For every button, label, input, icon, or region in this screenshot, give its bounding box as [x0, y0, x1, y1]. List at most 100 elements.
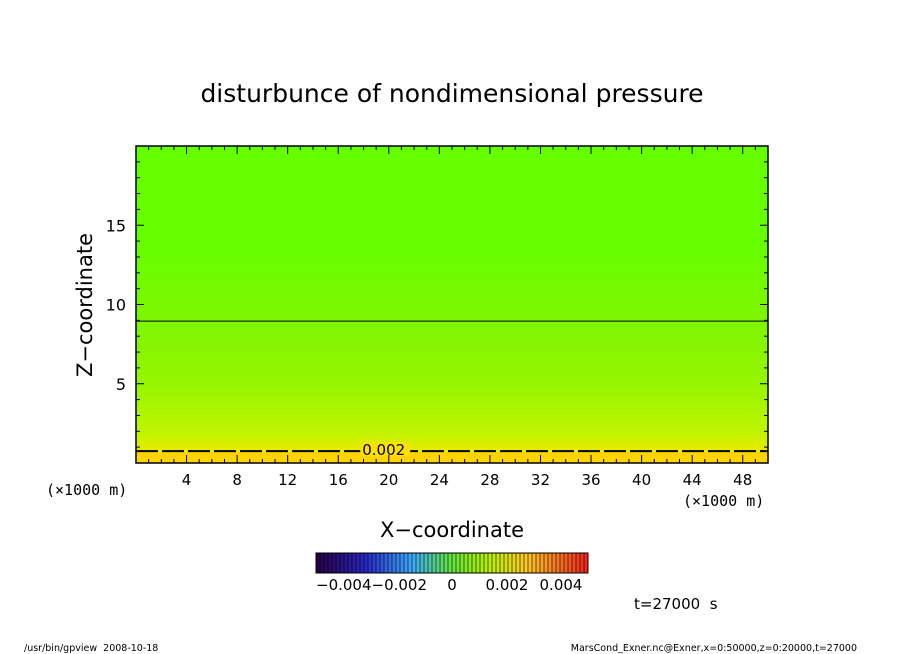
- x-tick-label: 24: [430, 471, 449, 489]
- colorbar-swatch: [584, 553, 589, 573]
- colorbar-swatch: [556, 553, 561, 573]
- colorbar-swatch: [436, 553, 441, 573]
- colorbar-swatch: [496, 553, 501, 573]
- footer-right: MarsCond_Exner.nc@Exner,x=0:50000,z=0:20…: [571, 643, 857, 654]
- chart-title: disturbunce of nondimensional pressure: [200, 79, 703, 108]
- x-tick-label: 8: [232, 471, 242, 489]
- colorbar-swatch: [372, 553, 377, 573]
- colorbar-swatch: [516, 553, 521, 573]
- colorbar-swatch: [484, 553, 489, 573]
- colorbar-label-pos2: 0.004: [540, 576, 583, 594]
- x-tick-label: 40: [632, 471, 651, 489]
- pressure-field: [136, 146, 768, 463]
- time-label: t=27000 s: [634, 595, 718, 613]
- colorbar-swatch: [476, 553, 481, 573]
- colorbar-swatch: [456, 553, 461, 573]
- x-unit-left: (×1000 m): [46, 481, 127, 499]
- colorbar-stripes: [315, 553, 589, 573]
- colorbar-swatch: [344, 553, 349, 573]
- colorbar-swatch: [444, 553, 449, 573]
- colorbar-swatch: [348, 553, 353, 573]
- colorbar-swatch: [580, 553, 585, 573]
- colorbar-swatch: [340, 553, 345, 573]
- colorbar-swatch: [572, 553, 577, 573]
- contour-label-bg: [360, 442, 411, 457]
- colorbar-swatch: [452, 553, 457, 573]
- contour-layer: 0.002: [136, 320, 768, 463]
- colorbar-label-zero: 0: [447, 576, 457, 594]
- colorbar: −0.004−0.002 0 0.002 0.004: [315, 552, 589, 594]
- colorbar-swatch: [332, 553, 337, 573]
- colorbar-swatch: [480, 553, 485, 573]
- x-tick-label: 36: [581, 471, 600, 489]
- colorbar-label-pos1: 0.002: [486, 576, 529, 594]
- x-unit-right: (×1000 m): [683, 492, 764, 510]
- colorbar-swatch: [528, 553, 533, 573]
- colorbar-swatch: [432, 553, 437, 573]
- colorbar-swatch: [520, 553, 525, 573]
- colorbar-swatch: [416, 553, 421, 573]
- footer-left: /usr/bin/gpview 2008-10-18: [24, 643, 158, 654]
- colorbar-label-neg: −0.004−0.002: [316, 576, 427, 594]
- x-tick-label: 16: [329, 471, 348, 489]
- colorbar-swatch: [368, 553, 373, 573]
- x-tick-label: 4: [182, 471, 192, 489]
- colorbar-swatch: [376, 553, 381, 573]
- colorbar-swatch: [336, 553, 341, 573]
- colorbar-frame: [315, 552, 589, 574]
- x-tick-label: 12: [278, 471, 297, 489]
- colorbar-swatch: [472, 553, 477, 573]
- colorbar-swatch: [548, 553, 553, 573]
- colorbar-swatch: [504, 553, 509, 573]
- colorbar-swatch: [536, 553, 541, 573]
- colorbar-swatch: [404, 553, 409, 573]
- colorbar-swatch: [500, 553, 505, 573]
- x-tick-label: 44: [683, 471, 702, 489]
- colorbar-swatch: [440, 553, 445, 573]
- colorbar-swatch: [524, 553, 529, 573]
- x-axis-label: X−coordinate: [380, 518, 524, 542]
- colorbar-swatch: [576, 553, 581, 573]
- y-axis-label: Z−coordinate: [73, 233, 97, 377]
- colorbar-swatch: [552, 553, 557, 573]
- x-tick-label: 32: [531, 471, 550, 489]
- contour-label: 0.002: [362, 441, 405, 459]
- colorbar-swatch: [360, 553, 365, 573]
- colorbar-swatch: [492, 553, 497, 573]
- colorbar-swatch: [324, 553, 329, 573]
- colorbar-swatch: [328, 553, 333, 573]
- colorbar-swatch: [460, 553, 465, 573]
- colorbar-swatch: [384, 553, 389, 573]
- colorbar-swatch: [448, 553, 453, 573]
- colorbar-swatch: [428, 553, 433, 573]
- colorbar-swatch: [560, 553, 565, 573]
- colorbar-swatch: [568, 553, 573, 573]
- colorbar-swatch: [544, 553, 549, 573]
- colorbar-swatch: [316, 553, 321, 573]
- colorbar-swatch: [364, 553, 369, 573]
- y-tick-label: 15: [106, 216, 126, 235]
- colorbar-swatch: [468, 553, 473, 573]
- x-tick-label: 20: [379, 471, 398, 489]
- colorbar-swatch: [488, 553, 493, 573]
- colorbar-swatch: [420, 553, 425, 573]
- colorbar-swatch: [508, 553, 513, 573]
- colorbar-swatch: [356, 553, 361, 573]
- colorbar-swatch: [408, 553, 413, 573]
- colorbar-swatch: [512, 553, 517, 573]
- colorbar-swatch: [380, 553, 385, 573]
- colorbar-swatch: [540, 553, 545, 573]
- colorbar-swatch: [532, 553, 537, 573]
- y-tick-label: 10: [106, 296, 126, 315]
- x-tick-label: 48: [733, 471, 752, 489]
- colorbar-swatch: [396, 553, 401, 573]
- y-tick-label: 5: [116, 375, 126, 394]
- colorbar-swatch: [412, 553, 417, 573]
- colorbar-swatch: [352, 553, 357, 573]
- colorbar-swatch: [388, 553, 393, 573]
- colorbar-swatch: [320, 553, 325, 573]
- colorbar-swatch: [392, 553, 397, 573]
